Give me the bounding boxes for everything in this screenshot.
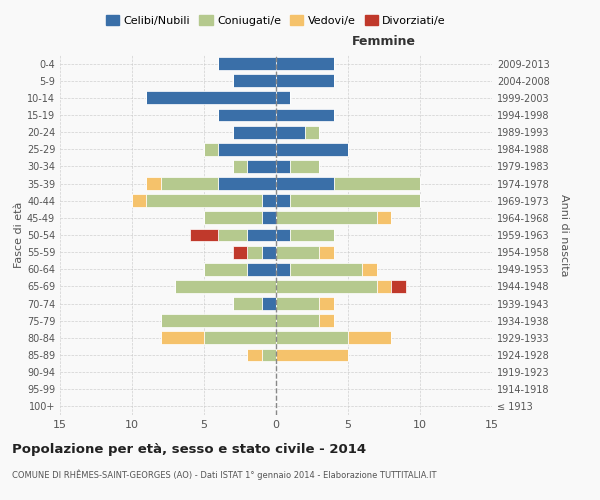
Bar	[262, 194, 276, 207]
Y-axis label: Anni di nascita: Anni di nascita	[559, 194, 569, 276]
Bar	[146, 177, 161, 190]
Bar	[175, 280, 276, 293]
Bar	[247, 263, 276, 276]
Bar	[218, 108, 276, 122]
Bar	[305, 126, 319, 138]
Bar	[262, 348, 276, 362]
Bar	[233, 160, 247, 173]
Bar	[204, 143, 218, 156]
Bar	[276, 246, 319, 258]
Bar	[247, 246, 262, 258]
Bar	[262, 212, 276, 224]
Bar	[218, 57, 276, 70]
Bar	[362, 263, 377, 276]
Bar	[276, 314, 319, 327]
Bar	[161, 314, 276, 327]
Bar	[262, 246, 276, 258]
Bar	[276, 263, 290, 276]
Bar	[276, 143, 348, 156]
Bar	[161, 177, 218, 190]
Bar	[290, 228, 334, 241]
Bar	[276, 108, 334, 122]
Bar	[276, 126, 305, 138]
Bar	[276, 228, 290, 241]
Bar	[276, 280, 377, 293]
Bar	[218, 177, 276, 190]
Bar	[233, 74, 276, 87]
Bar	[348, 332, 391, 344]
Bar	[377, 212, 391, 224]
Bar	[233, 297, 262, 310]
Bar	[161, 332, 204, 344]
Bar	[247, 160, 276, 173]
Text: Femmine: Femmine	[352, 35, 416, 48]
Bar	[276, 57, 334, 70]
Bar	[218, 143, 276, 156]
Bar	[204, 263, 247, 276]
Bar	[377, 280, 391, 293]
Bar	[276, 212, 377, 224]
Bar	[290, 263, 362, 276]
Bar	[233, 246, 247, 258]
Bar	[233, 126, 276, 138]
Bar	[146, 194, 262, 207]
Bar	[276, 348, 348, 362]
Bar	[276, 297, 319, 310]
Bar	[146, 92, 276, 104]
Bar	[204, 332, 276, 344]
Bar	[276, 177, 334, 190]
Bar	[319, 297, 334, 310]
Bar	[204, 212, 262, 224]
Bar	[218, 228, 247, 241]
Bar	[319, 314, 334, 327]
Bar	[262, 297, 276, 310]
Legend: Celibi/Nubili, Coniugati/e, Vedovi/e, Divorziati/e: Celibi/Nubili, Coniugati/e, Vedovi/e, Di…	[101, 10, 451, 30]
Bar	[247, 348, 262, 362]
Text: COMUNE DI RHÊMES-SAINT-GEORGES (AO) - Dati ISTAT 1° gennaio 2014 - Elaborazione : COMUNE DI RHÊMES-SAINT-GEORGES (AO) - Da…	[12, 470, 437, 480]
Bar	[334, 177, 420, 190]
Bar	[276, 332, 348, 344]
Bar	[247, 228, 276, 241]
Bar	[276, 74, 334, 87]
Bar	[290, 160, 319, 173]
Bar	[391, 280, 406, 293]
Bar	[290, 194, 420, 207]
Bar	[276, 92, 290, 104]
Bar	[319, 246, 334, 258]
Y-axis label: Fasce di età: Fasce di età	[14, 202, 24, 268]
Bar	[276, 160, 290, 173]
Bar	[276, 194, 290, 207]
Text: Popolazione per età, sesso e stato civile - 2014: Popolazione per età, sesso e stato civil…	[12, 442, 366, 456]
Bar	[190, 228, 218, 241]
Bar	[132, 194, 146, 207]
